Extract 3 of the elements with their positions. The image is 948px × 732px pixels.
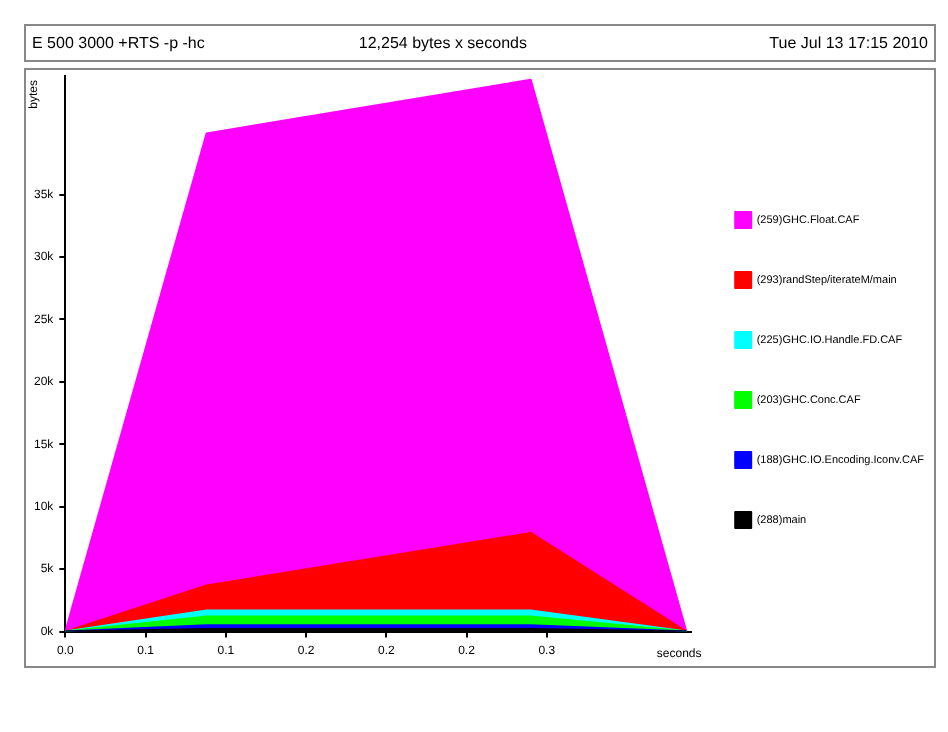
chart-title: E 500 3000 +RTS -p -hc bbox=[32, 34, 205, 53]
text: Tue Jul 13 17:15 2010 bbox=[769, 34, 930, 53]
chart-subtitle: 12,254 bytes x seconds bbox=[358, 34, 527, 53]
